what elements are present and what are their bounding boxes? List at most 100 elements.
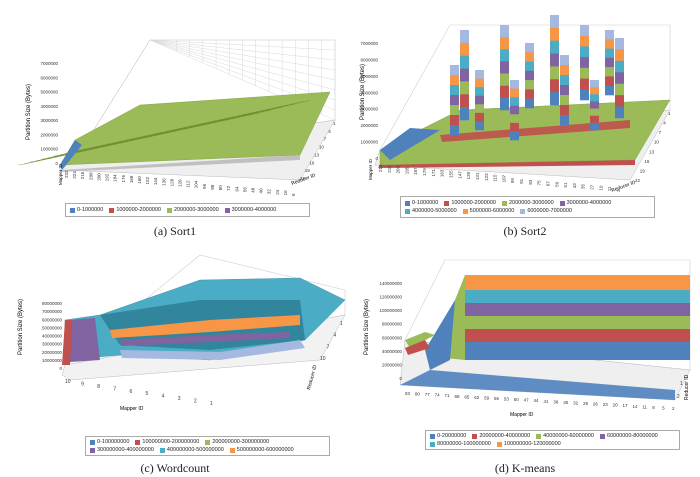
legend-label: 5000000-6000000 (469, 208, 515, 214)
legend-label: 0-1000000 (412, 200, 439, 206)
z-tick-label: 10 (319, 145, 325, 150)
spike-band (525, 98, 534, 109)
x-tick-label: 200 (96, 173, 101, 181)
z-tick-label: 13 (649, 149, 655, 154)
spike-band (525, 43, 534, 53)
x-tick-label: 152 (145, 176, 150, 184)
legend-item: 1000000-2000000 (109, 206, 161, 214)
legend-label: 0-100000000 (97, 439, 130, 445)
chart-sort2: Partition Size (Bytes) 0 1000000 2000000 30… (360, 15, 671, 194)
spike-band (560, 95, 569, 106)
spike-band (450, 85, 459, 96)
spike-band (550, 53, 559, 67)
legend-sort1: 0-1000000 1000000-2000000 2000000-3000000 3… (65, 203, 310, 217)
y-tick-label: 3000000 (360, 107, 378, 112)
z-tick-label: 7 (324, 137, 327, 142)
legend-kmeans: 0-20000000 20000000-40000000 40000000-6000… (425, 430, 680, 450)
x-tick-label: 53 (504, 397, 510, 402)
legend-swatch (159, 447, 165, 453)
x-tick-label: 8 (652, 405, 655, 410)
spike-band (475, 112, 484, 122)
spike-band (450, 75, 459, 86)
spike-band (605, 57, 614, 68)
y-tick-label: 6000000 (40, 75, 58, 80)
z-tick-label: 4 (328, 129, 331, 134)
legend-item: 3000000-4000000 (559, 199, 611, 207)
legend-swatch (229, 447, 235, 453)
spike-band (560, 105, 569, 116)
legend-label: 3000000-4000000 (231, 207, 277, 213)
z-tick-label: 1 (680, 381, 683, 387)
spike-band (460, 68, 469, 82)
y-tick-label: 60000000 (42, 317, 63, 322)
y-tick-label: 40000000 (382, 349, 403, 354)
chart-panel-sort2: Partition Size (Bytes) 0 1000000 2000000 30… (350, 0, 700, 240)
legend-item: 300000000-400000000 (90, 446, 154, 454)
legend-label: 1000000-2000000 (116, 207, 161, 213)
x-tick-label: 184 (113, 174, 118, 182)
y-tick-label: 70000000 (42, 309, 63, 314)
spike-band (615, 72, 624, 85)
z-axis-label: Reducer ID (684, 374, 690, 400)
spike-band (510, 114, 519, 124)
x-tick-label: 6 (129, 389, 132, 395)
spike-band (550, 40, 559, 54)
y-tick-label: 140000000 (379, 281, 402, 286)
legend-swatch (224, 207, 230, 213)
x-tick-label: 160 (137, 176, 142, 184)
x-tick-label: 7 (113, 386, 116, 392)
spike-band (590, 115, 599, 124)
z-tick-label: 22 (635, 178, 641, 183)
x-tick-label: 27 (590, 184, 595, 190)
spike-band (510, 88, 519, 98)
x-tick-label: 216 (80, 171, 85, 179)
x-tick-label: 47 (524, 398, 530, 403)
x-tick-label: 232 (64, 170, 69, 178)
x-tick-label: 96 (202, 183, 207, 189)
legend-swatch (135, 439, 141, 445)
x-tick-label: 19 (598, 185, 603, 191)
y-tick-label: 7000000 (40, 61, 58, 66)
legend-swatch (520, 208, 526, 214)
x-tick-label: 32 (573, 400, 579, 405)
legend-swatch (205, 439, 211, 445)
spike-band (560, 55, 569, 66)
x-tick-label: 9 (81, 381, 84, 387)
x-tick-label: 83 (405, 391, 411, 396)
legend-item: 1000000-2000000 (444, 199, 496, 207)
x-tick-label: 29 (583, 401, 589, 406)
y-tick-label: 20000000 (42, 350, 63, 355)
x-tick-label: 32 (267, 189, 272, 195)
legend-item: 2000000-3000000 (501, 199, 554, 207)
y-tick-label: 10000000 (42, 358, 63, 363)
x-tick-label: 41 (543, 399, 549, 404)
x-tick-label: 107 (501, 174, 506, 182)
chart-kmeans: 0 20000000 40000000 60000000 80000000 1000000… (364, 259, 691, 418)
spike-band (450, 115, 459, 126)
spike-band (615, 95, 624, 107)
spike-band (525, 61, 534, 72)
spike-band (500, 73, 509, 87)
legend-swatch (430, 433, 435, 439)
legend-item: 60000000-80000000 (599, 432, 658, 440)
y-tick-label: 120000000 (379, 295, 402, 300)
x-tick-label: 2 (672, 406, 675, 411)
z-tick-label: 16 (309, 160, 315, 165)
spike-band (510, 80, 519, 89)
legend-swatch (430, 441, 435, 447)
spike-band (615, 83, 624, 96)
spike-band (550, 27, 559, 42)
legend-item: 100000000-200000000 (135, 438, 199, 446)
z-tick-label: 2 (677, 394, 680, 400)
spike-band (510, 122, 519, 132)
x-tick-label: 14 (632, 404, 638, 409)
x-tick-label: 1 (210, 401, 213, 407)
x-tick-label: 16 (283, 190, 288, 196)
x-tick-label: 72 (226, 185, 231, 191)
y-tick-label: 50000000 (42, 325, 63, 330)
spike-band (450, 65, 459, 76)
legend-swatch (70, 207, 75, 213)
x-tick-label: 123 (484, 173, 489, 181)
spike-band (580, 25, 589, 37)
legend-swatch (90, 447, 95, 453)
